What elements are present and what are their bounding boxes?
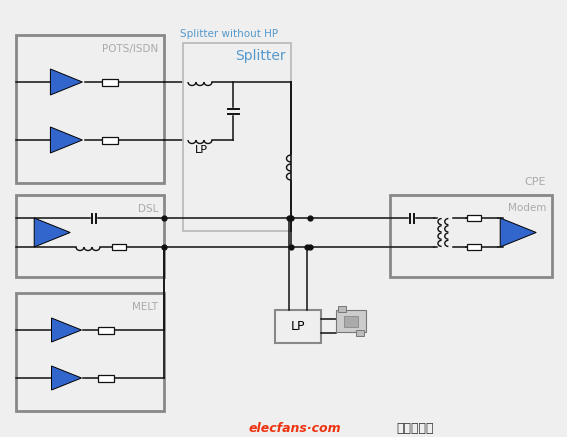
Text: Modem: Modem bbox=[507, 203, 546, 213]
Bar bbox=[112, 244, 126, 250]
Text: LP: LP bbox=[291, 320, 305, 333]
Bar bbox=[338, 306, 346, 312]
Bar bbox=[467, 215, 481, 221]
Bar bbox=[356, 330, 364, 336]
Text: LP: LP bbox=[195, 145, 208, 155]
Bar bbox=[102, 136, 118, 143]
Polygon shape bbox=[52, 318, 82, 342]
Text: elecfans·com: elecfans·com bbox=[249, 422, 341, 434]
Bar bbox=[183, 43, 291, 231]
Polygon shape bbox=[500, 218, 536, 247]
Bar bbox=[344, 316, 358, 327]
Text: MELT: MELT bbox=[132, 302, 158, 312]
Bar bbox=[98, 375, 114, 382]
Polygon shape bbox=[52, 366, 82, 390]
Text: Splitter without HP: Splitter without HP bbox=[180, 29, 278, 39]
Bar bbox=[275, 310, 321, 343]
Bar bbox=[16, 35, 164, 183]
Text: POTS/ISDN: POTS/ISDN bbox=[101, 44, 158, 54]
Polygon shape bbox=[34, 218, 70, 247]
Text: CPE: CPE bbox=[524, 177, 546, 187]
Bar bbox=[102, 79, 118, 86]
Bar bbox=[98, 326, 114, 333]
Bar bbox=[336, 310, 366, 332]
Polygon shape bbox=[50, 127, 82, 153]
Text: DSL: DSL bbox=[138, 204, 158, 214]
Text: Splitter: Splitter bbox=[235, 49, 286, 63]
Bar bbox=[467, 244, 481, 250]
Text: 电子发烧友: 电子发烧友 bbox=[396, 422, 434, 434]
Bar bbox=[16, 293, 164, 411]
Bar bbox=[390, 195, 552, 277]
Bar bbox=[16, 195, 164, 277]
Polygon shape bbox=[50, 69, 82, 95]
